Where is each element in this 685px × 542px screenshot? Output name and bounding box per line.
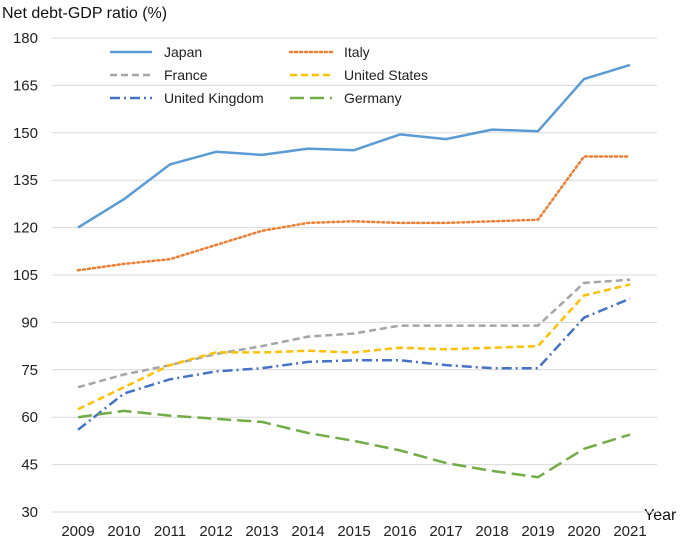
legend-item-united-kingdom: United Kingdom	[110, 90, 264, 106]
series-line-japan	[77, 63, 631, 229]
x-tick-label: 2017	[429, 523, 462, 540]
x-tick-label: 2014	[291, 523, 324, 540]
x-tick-label: 2016	[383, 523, 416, 540]
series-line-united-kingdom	[77, 297, 631, 431]
x-tick-label: 2015	[337, 523, 370, 540]
series-lines	[76, 63, 632, 479]
y-tick-label: 45	[21, 457, 38, 474]
x-tick-label: 2012	[199, 523, 232, 540]
legend-label: France	[164, 67, 208, 83]
x-tick-label: 2013	[245, 523, 278, 540]
x-tick-label: 2019	[521, 523, 554, 540]
series-line-united-states	[77, 283, 631, 411]
series-line-italy	[76, 155, 632, 272]
legend-item-italy: Italy	[288, 44, 370, 60]
y-tick-label: 150	[13, 125, 38, 142]
legend-label: Japan	[164, 44, 202, 60]
gridlines	[52, 37, 657, 513]
y-tick-label: 165	[13, 77, 38, 94]
x-axis-ticks: 2009 2010 2011 2012 2013 2014 2015 2016 2017 2018…	[61, 523, 646, 540]
x-tick-label: 2011	[154, 523, 186, 540]
x-tick-label: 2020	[567, 523, 600, 540]
x-tick-label: 2018	[475, 523, 508, 540]
y-tick-label: 75	[21, 362, 38, 379]
y-tick-label: 180	[13, 30, 38, 47]
legend-item-germany: Germany	[290, 90, 402, 106]
x-tick-label: 2021	[613, 523, 646, 540]
y-tick-label: 105	[13, 267, 38, 284]
x-tick-label: 2010	[107, 523, 140, 540]
legend-label: United States	[344, 67, 428, 83]
legend-item-japan: Japan	[110, 44, 202, 60]
legend-item-france: France	[110, 67, 208, 83]
y-tick-label: 30	[21, 504, 38, 521]
legend-item-united-states: United States	[290, 67, 428, 83]
legend: Japan Italy France United States United King…	[110, 44, 428, 106]
y-tick-label: 90	[21, 314, 38, 331]
legend-label: United Kingdom	[164, 90, 264, 106]
y-axis-label: Net debt-GDP ratio (%)	[2, 5, 167, 22]
legend-label: Germany	[344, 90, 402, 106]
y-tick-label: 135	[13, 172, 38, 189]
y-tick-label: 120	[13, 220, 38, 237]
y-tick-label: 60	[21, 409, 38, 426]
series-line-germany	[77, 409, 631, 479]
legend-label: Italy	[344, 44, 370, 60]
x-axis-label: Year	[644, 507, 677, 524]
y-axis-ticks: 30 45 60 75 90 105 120 135 150 165 180	[13, 30, 38, 521]
x-tick-label: 2009	[61, 523, 94, 540]
